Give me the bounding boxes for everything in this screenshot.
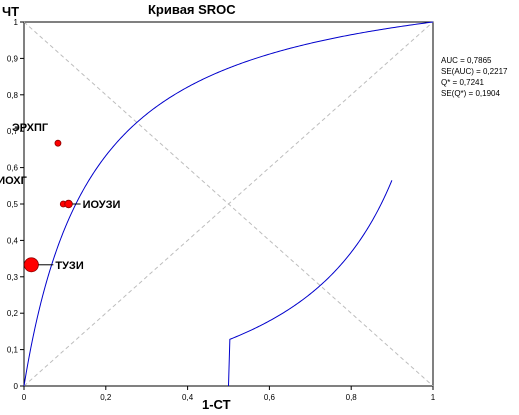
- sroc-curve-lower-branch: [228, 180, 393, 387]
- x-axis-label: 1-СТ: [202, 397, 231, 412]
- y-tick-label: 0,7: [7, 127, 19, 136]
- study-label: ЭРХПГ: [12, 122, 49, 134]
- stat-se-q-star: SE(Q*) = 0,1904: [441, 89, 500, 98]
- axes: 0 0,2 0,4 0,6 0,8 1 0 0,1 0,2 0,3 0,4 0,5 0,6 0,7 0,8 0…: [7, 18, 436, 402]
- diagonal-grid: [23, 21, 434, 387]
- study-label: ИОХГ: [0, 175, 28, 187]
- y-tick-label: 0,5: [7, 200, 19, 209]
- chart-title: Кривая SROC: [148, 2, 236, 17]
- y-tick-label: 0,4: [7, 236, 19, 245]
- study-point: [23, 257, 39, 273]
- study-point: [54, 139, 62, 147]
- y-tick-label: 1: [14, 18, 19, 27]
- y-tick-label: 0,6: [7, 164, 19, 173]
- study-label: ТУЗИ: [55, 260, 83, 272]
- stat-se-auc: SE(AUC) = 0,2217: [441, 67, 508, 76]
- x-tick-label: 0,6: [264, 393, 276, 402]
- y-tick-label: 0,8: [7, 91, 19, 100]
- y-tick-label: 0: [14, 382, 19, 391]
- x-tick-label: 0,8: [346, 393, 358, 402]
- study-point: [64, 199, 73, 209]
- x-tick-label: 0: [22, 393, 27, 402]
- study-label: ИОУЗИ: [83, 199, 121, 211]
- y-tick-label: 0,1: [7, 346, 19, 355]
- sroc-curve: [23, 21, 434, 387]
- y-tick-label: 0,3: [7, 273, 19, 282]
- x-tick-label: 1: [431, 393, 436, 402]
- stats-box: AUC = 0,7865 SE(AUC) = 0,2217 Q* = 0,724…: [441, 55, 507, 99]
- x-tick-label: 0,4: [182, 393, 194, 402]
- y-tick-label: 0,9: [7, 54, 19, 63]
- study-points: ЭРХПГ ИОХГ ИОУЗИ ТУЗИ: [0, 122, 121, 273]
- stat-q-star: Q* = 0,7241: [441, 78, 484, 87]
- grid-diagonal-down: [23, 21, 434, 387]
- y-tick-label: 0,2: [7, 309, 19, 318]
- x-tick-label: 0,2: [100, 393, 112, 402]
- sroc-curves: [23, 21, 434, 387]
- y-axis-label: ЧТ: [2, 4, 20, 19]
- stat-auc: AUC = 0,7865: [441, 56, 492, 65]
